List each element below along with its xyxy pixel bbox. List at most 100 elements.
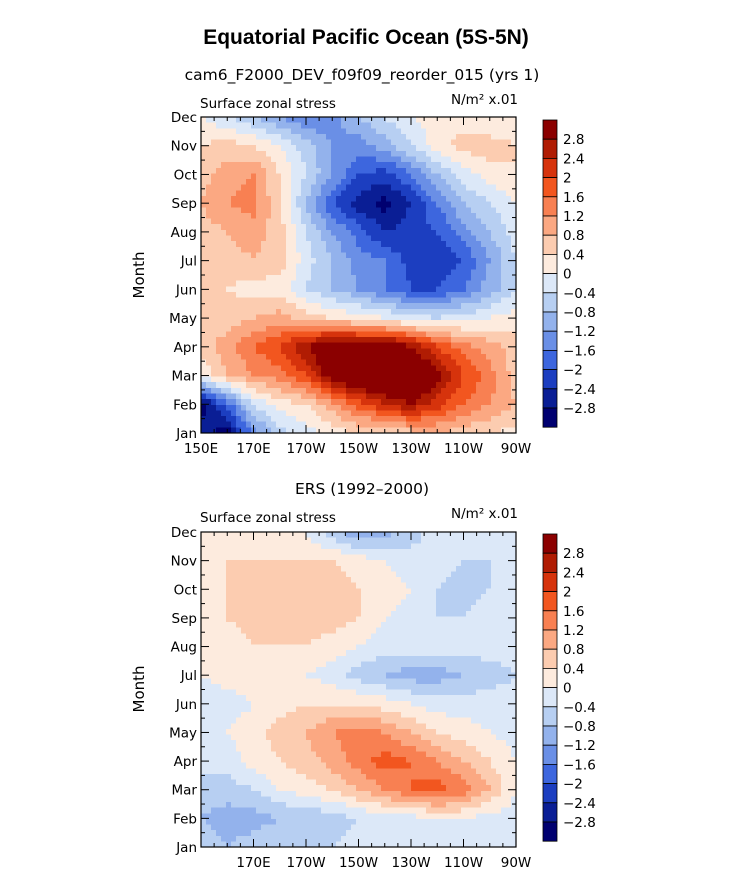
field-cell xyxy=(466,410,472,417)
field-cell xyxy=(331,179,337,186)
field-cell xyxy=(311,145,317,152)
field-cell xyxy=(346,627,352,634)
field-cell xyxy=(411,331,417,338)
field-cell xyxy=(326,184,332,191)
field-cell xyxy=(201,410,207,417)
field-cell xyxy=(351,410,357,417)
field-cell xyxy=(426,128,432,135)
field-cell xyxy=(236,252,242,259)
field-cell xyxy=(506,331,512,338)
field-cell xyxy=(476,179,482,186)
field-cell xyxy=(376,235,382,242)
field-cell xyxy=(376,537,382,544)
field-cell xyxy=(291,593,297,601)
field-cell xyxy=(336,582,342,589)
field-cell xyxy=(321,382,327,389)
field-cell xyxy=(326,235,332,242)
field-cell xyxy=(481,280,487,287)
field-cell xyxy=(351,201,357,208)
field-cell xyxy=(366,303,372,310)
field-cell xyxy=(456,303,462,310)
field-cell xyxy=(491,303,497,310)
field-cell xyxy=(421,156,427,163)
field-cell xyxy=(376,622,382,629)
field-cell xyxy=(486,382,492,389)
field-cell xyxy=(311,269,317,276)
field-cell xyxy=(511,599,517,606)
field-cell xyxy=(366,421,372,428)
field-cell xyxy=(246,616,252,623)
field-cell xyxy=(336,387,342,395)
field-cell xyxy=(446,162,452,169)
field-cell xyxy=(386,354,392,361)
field-cell xyxy=(241,554,247,561)
field-cell xyxy=(291,207,297,214)
field-cell xyxy=(296,644,302,651)
field-cell xyxy=(266,622,272,629)
field-cell xyxy=(396,167,402,175)
field-cell xyxy=(451,173,457,180)
field-cell xyxy=(416,263,422,270)
field-cell xyxy=(206,162,212,169)
field-cell xyxy=(241,354,247,361)
field-cell xyxy=(261,128,267,135)
field-cell xyxy=(341,342,347,349)
field-cell xyxy=(511,196,517,203)
field-cell xyxy=(371,627,377,634)
field-cell xyxy=(471,421,477,428)
field-cell xyxy=(206,359,212,366)
field-cell xyxy=(201,337,207,344)
field-cell xyxy=(251,263,257,270)
field-cell xyxy=(256,122,262,129)
field-cell xyxy=(366,297,372,304)
field-cell xyxy=(486,532,492,539)
field-cell xyxy=(221,622,227,629)
field-cell xyxy=(471,133,477,141)
field-cell xyxy=(346,582,352,589)
field-cell xyxy=(366,280,372,287)
field-cell xyxy=(201,241,207,248)
field-cell xyxy=(221,179,227,186)
field-cell xyxy=(226,382,232,389)
field-cell xyxy=(296,145,302,152)
field-cell xyxy=(331,416,337,423)
field-cell xyxy=(226,348,232,355)
field-cell xyxy=(396,532,402,539)
field-cell xyxy=(356,196,362,203)
field-cell xyxy=(246,421,252,428)
field-cell xyxy=(356,560,362,567)
field-cell xyxy=(421,201,427,208)
field-cell xyxy=(461,382,467,389)
field-cell xyxy=(376,196,382,203)
field-cell xyxy=(271,201,277,208)
field-cell xyxy=(281,622,287,629)
field-cell xyxy=(231,416,237,423)
field-cell xyxy=(476,246,482,254)
field-cell xyxy=(466,224,472,231)
field-cell xyxy=(481,269,487,276)
colorbar-swatch xyxy=(542,234,558,255)
field-cell xyxy=(321,229,327,237)
field-cell xyxy=(416,201,422,208)
field-cell xyxy=(406,393,412,400)
field-cell xyxy=(291,145,297,152)
field-cell xyxy=(271,560,277,567)
field-cell xyxy=(276,297,282,304)
field-cell xyxy=(226,404,232,412)
field-cell xyxy=(396,308,402,316)
field-cell xyxy=(221,543,227,550)
field-cell xyxy=(266,376,272,383)
field-cell xyxy=(371,320,377,327)
field-cell xyxy=(341,156,347,163)
field-cell xyxy=(246,156,252,163)
field-cell xyxy=(211,599,217,606)
colorbar-swatch xyxy=(542,330,558,351)
field-cell xyxy=(221,565,227,572)
field-cell xyxy=(206,582,212,589)
field-cell xyxy=(286,156,292,163)
field-cell xyxy=(241,173,247,180)
field-cell xyxy=(456,622,462,629)
field-cell xyxy=(296,314,302,321)
field-cell xyxy=(341,275,347,282)
field-cell xyxy=(321,263,327,270)
